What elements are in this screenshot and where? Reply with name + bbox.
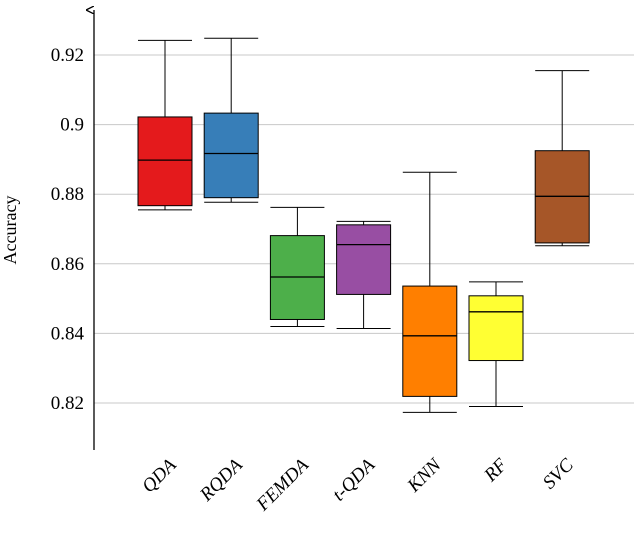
box-knn xyxy=(402,171,458,413)
iqr-box xyxy=(203,112,259,199)
category-labels: QDA RQDA FEMDA t-QDA KNN RF SVC xyxy=(138,454,578,516)
iqr-box xyxy=(336,224,392,295)
box-rf xyxy=(468,281,524,407)
y-axis-title: Accuracy xyxy=(0,196,20,265)
y-tick-label: 0.82 xyxy=(51,393,84,414)
y-tick-label: 0.86 xyxy=(51,254,84,275)
y-tick-labels: 0.82 0.84 0.86 0.88 0.9 0.92 xyxy=(51,45,85,414)
y-tick-label: 0.88 xyxy=(51,184,84,205)
category-label: RQDA xyxy=(195,454,247,506)
iqr-box xyxy=(402,285,458,397)
box-rqda xyxy=(203,37,259,203)
category-label: RF xyxy=(480,454,512,486)
boxes xyxy=(137,37,590,413)
category-label: SVC xyxy=(539,454,578,493)
y-tick-label: 0.9 xyxy=(60,115,84,136)
y-tick-label: 0.92 xyxy=(51,45,84,66)
category-label: KNN xyxy=(403,454,446,497)
category-label: t-QDA xyxy=(328,454,379,505)
box-svc xyxy=(534,70,590,247)
y-tick-label: 0.84 xyxy=(51,323,85,344)
box-t-qda xyxy=(336,220,392,330)
box-qda xyxy=(137,39,193,211)
iqr-box xyxy=(468,295,524,362)
category-label: QDA xyxy=(138,454,181,497)
iqr-box xyxy=(137,116,193,207)
box-femda xyxy=(269,206,325,327)
category-label: FEMDA xyxy=(252,454,313,515)
